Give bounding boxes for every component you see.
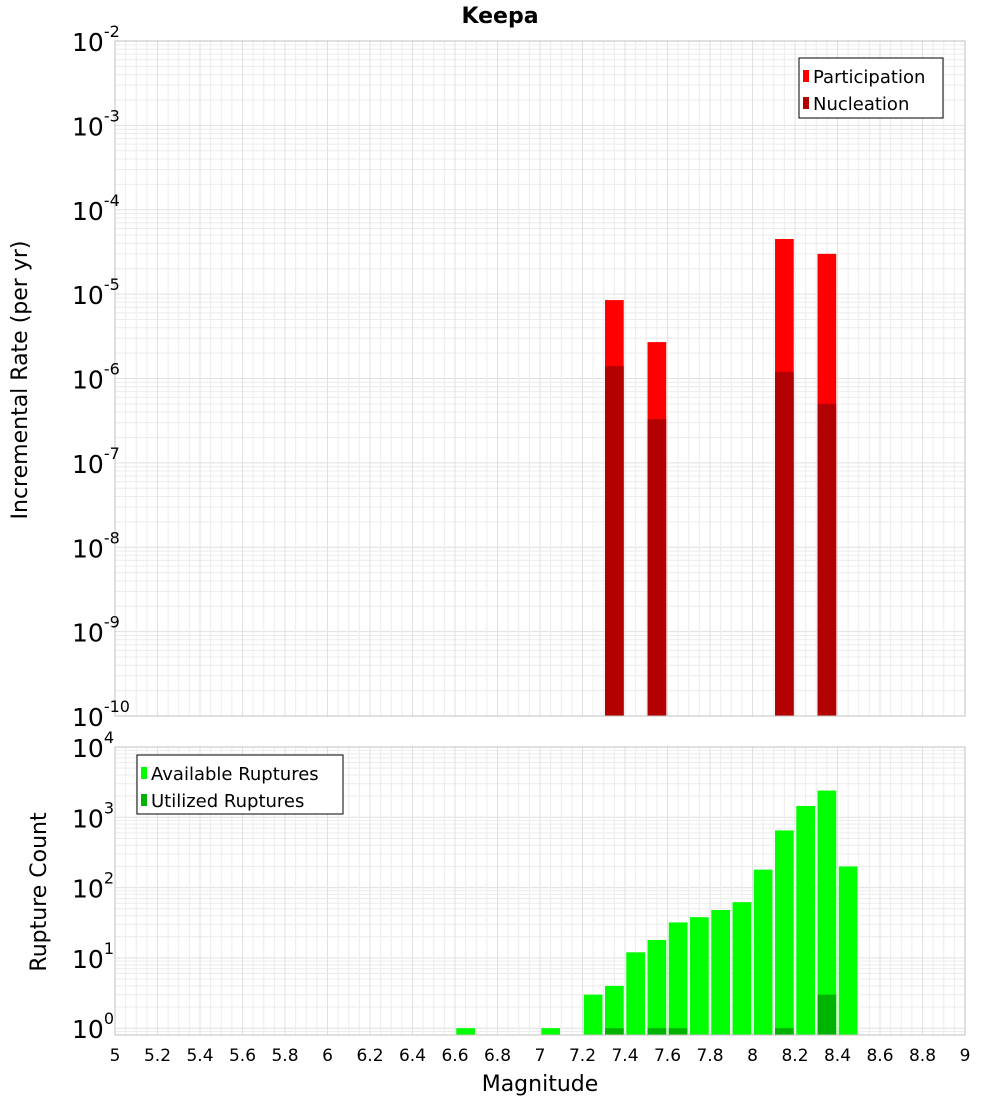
top-y-axis-label: Incremental Rate (per yr) bbox=[8, 241, 33, 520]
bottom-bar-secondary-0 bbox=[605, 1028, 624, 1035]
x-tick-label: 5.4 bbox=[186, 1046, 213, 1066]
bottom-y-tick-label: 102 bbox=[72, 869, 114, 904]
bottom-legend-label: Utilized Ruptures bbox=[151, 791, 304, 812]
x-tick-label: 7 bbox=[535, 1046, 546, 1066]
chart-title: Keepa bbox=[461, 4, 538, 29]
bottom-bar-primary-10 bbox=[753, 869, 773, 1035]
bottom-bar-primary-8 bbox=[711, 910, 730, 1035]
top-bar-secondary-2 bbox=[775, 371, 794, 716]
top-y-tick-label: 10-6 bbox=[72, 360, 120, 395]
bottom-y-tick-label: 100 bbox=[72, 1009, 114, 1044]
bottom-bar-primary-13 bbox=[817, 790, 837, 1035]
x-tick-label: 5 bbox=[110, 1046, 121, 1066]
bottom-y-tick-exponent: 2 bbox=[104, 869, 114, 888]
x-tick-label: 7.2 bbox=[569, 1046, 596, 1066]
x-tick-label: 6.4 bbox=[399, 1046, 426, 1066]
grid-lines bbox=[114, 40, 966, 1036]
top-y-tick-exponent: -10 bbox=[104, 697, 130, 716]
top-legend-label: Participation bbox=[813, 67, 925, 88]
bottom-y-tick-exponent: 4 bbox=[104, 728, 114, 747]
legends: Participation Nucleation Available Rupture… bbox=[136, 57, 944, 815]
bottom-plot-frame bbox=[114, 746, 966, 1036]
x-tick-label: 5.6 bbox=[229, 1046, 256, 1066]
x-tick-label: 9 bbox=[960, 1046, 971, 1066]
top-y-tick-label: 10-7 bbox=[72, 444, 120, 479]
top-y-tick-exponent: -4 bbox=[104, 191, 120, 210]
top-legend-label: Nucleation bbox=[813, 94, 909, 115]
x-tick-label: 8.2 bbox=[781, 1046, 808, 1066]
x-tick-label: 6.2 bbox=[356, 1046, 383, 1066]
bottom-bar-primary-11 bbox=[775, 830, 794, 1035]
bottom-y-tick-exponent: 0 bbox=[104, 1009, 114, 1028]
x-tick-label: 8.6 bbox=[866, 1046, 893, 1066]
top-legend-box bbox=[798, 57, 944, 119]
top-plot-frame bbox=[114, 40, 966, 717]
x-tick-label: 6.6 bbox=[441, 1046, 468, 1066]
x-tick-label: 8.4 bbox=[824, 1046, 851, 1066]
top-y-tick-exponent: -3 bbox=[104, 106, 120, 125]
top-legend-swatch bbox=[803, 97, 809, 109]
bottom-y-tick-label: 101 bbox=[72, 939, 114, 974]
bottom-bar-primary-14 bbox=[838, 866, 858, 1035]
top-y-tick-exponent: -9 bbox=[104, 613, 120, 632]
x-axis-label: Magnitude bbox=[482, 1072, 599, 1097]
bottom-bar-primary-2 bbox=[583, 994, 603, 1035]
axes-frame bbox=[114, 40, 966, 1036]
bottom-y-tick-label: 103 bbox=[72, 798, 114, 833]
bottom-legend-label: Available Ruptures bbox=[151, 764, 319, 785]
x-tick-label: 7.4 bbox=[611, 1046, 638, 1066]
x-tick-label: 5.2 bbox=[144, 1046, 171, 1066]
bottom-bar-primary-6 bbox=[668, 922, 688, 1035]
x-tick-label: 7.6 bbox=[654, 1046, 681, 1066]
bottom-bar-primary-12 bbox=[796, 805, 815, 1035]
x-tick-label: 6 bbox=[322, 1046, 333, 1066]
bottom-legend-swatch bbox=[141, 794, 147, 806]
top-y-tick-exponent: -5 bbox=[104, 275, 120, 294]
bottom-y-tick-label: 104 bbox=[72, 728, 114, 763]
bottom-bar-primary-3 bbox=[605, 985, 624, 1035]
top-y-tick-label: 10-8 bbox=[72, 528, 120, 563]
top-y-tick-label: 10-2 bbox=[72, 22, 120, 57]
top-y-tick-label: 10-5 bbox=[72, 275, 120, 310]
bottom-bar-primary-1 bbox=[541, 1028, 560, 1035]
x-tick-label: 8 bbox=[747, 1046, 758, 1066]
bottom-y-tick-exponent: 1 bbox=[104, 939, 114, 958]
top-y-tick-exponent: -7 bbox=[104, 444, 120, 463]
top-legend-swatch bbox=[803, 70, 809, 82]
bottom-bar-primary-0 bbox=[456, 1028, 475, 1035]
x-tick-label: 8.8 bbox=[909, 1046, 936, 1066]
top-y-tick-exponent: -8 bbox=[104, 528, 120, 547]
top-y-tick-label: 10-3 bbox=[72, 106, 120, 141]
bottom-y-tick-exponent: 3 bbox=[104, 798, 114, 817]
top-y-tick-label: 10-4 bbox=[72, 191, 120, 226]
top-bar-secondary-1 bbox=[647, 419, 667, 716]
x-tick-label: 7.8 bbox=[696, 1046, 723, 1066]
top-y-tick-label: 10-9 bbox=[72, 613, 120, 648]
bottom-bar-primary-4 bbox=[626, 952, 645, 1035]
bottom-bar-secondary-1 bbox=[647, 1028, 667, 1035]
bottom-bar-primary-9 bbox=[732, 902, 752, 1035]
top-y-tick-label: 10-10 bbox=[72, 697, 130, 732]
top-bar-secondary-3 bbox=[817, 403, 837, 716]
top-y-tick-exponent: -2 bbox=[104, 22, 120, 41]
bottom-legend-swatch bbox=[141, 767, 147, 779]
x-tick-label: 6.8 bbox=[484, 1046, 511, 1066]
bottom-bar-secondary-3 bbox=[775, 1028, 794, 1035]
bottom-bar-primary-5 bbox=[647, 939, 667, 1035]
x-tick-label: 5.8 bbox=[271, 1046, 298, 1066]
bottom-bar-primary-7 bbox=[690, 917, 709, 1035]
bottom-y-axis-label: Rupture Count bbox=[27, 812, 52, 972]
bottom-bar-secondary-4 bbox=[817, 994, 837, 1035]
bottom-legend-box bbox=[136, 754, 344, 815]
bottom-bar-secondary-2 bbox=[668, 1028, 688, 1035]
top-bar-secondary-0 bbox=[605, 366, 624, 716]
top-y-tick-exponent: -6 bbox=[104, 360, 120, 379]
bar-marks bbox=[456, 239, 858, 1035]
